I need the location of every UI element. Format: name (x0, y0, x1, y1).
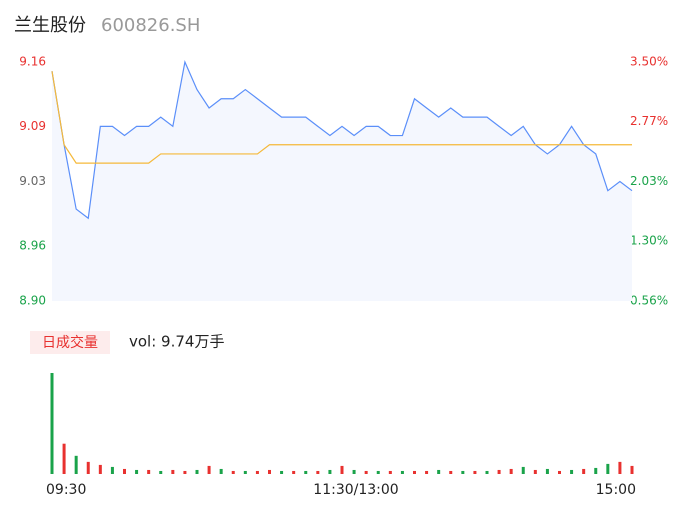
volume-bar (364, 470, 368, 474)
x-tick-label: 11:30/13:00 (313, 482, 398, 498)
volume-bar (123, 468, 126, 474)
volume-bar (50, 373, 54, 474)
y-tick-label: 8.96 (19, 238, 46, 252)
volume-bar (558, 470, 561, 474)
volume-bar (98, 464, 102, 474)
volume-bar (268, 469, 271, 474)
volume-bar (135, 469, 139, 474)
volume-bar (292, 470, 296, 474)
price-area (52, 62, 632, 301)
volume-bar (485, 470, 489, 474)
volume-bar (62, 443, 66, 474)
volume-bar (74, 455, 78, 474)
volume-bar (316, 470, 320, 474)
volume-bar (630, 465, 634, 474)
volume-bar (437, 469, 441, 474)
y-tick-label: 9.09 (19, 119, 46, 133)
volume-bar (400, 470, 404, 474)
volume-bar (473, 470, 477, 474)
volume-label: 日成交量 (42, 334, 98, 351)
y-tick-label: 9.03 (19, 174, 46, 188)
volume-bar (521, 466, 525, 474)
volume-bar (413, 470, 416, 474)
volume-bar (110, 466, 114, 474)
volume-bar (219, 468, 223, 474)
volume-badge (30, 331, 110, 354)
y2-tick-label: 3.50% (630, 55, 668, 69)
volume-bar (340, 465, 344, 474)
volume-bar (376, 470, 380, 474)
volume-bar (618, 461, 622, 474)
volume-bar (388, 470, 392, 474)
volume-bar (425, 470, 429, 474)
volume-bar (147, 469, 151, 474)
volume-bar (497, 469, 501, 474)
y-tick-label: 9.16 (19, 55, 46, 69)
volume-bar (352, 469, 356, 474)
volume-bar (195, 469, 199, 474)
series-line (51, 71, 632, 164)
volume-bar (606, 463, 610, 474)
x-tick-label: 09:30 (46, 482, 86, 498)
volume-bar (449, 470, 453, 474)
y2-tick-label: 2.77% (630, 114, 668, 128)
volume-bar (171, 469, 175, 474)
volume-annotation: vol: 9.74万手 (129, 333, 224, 351)
volume-bar (570, 469, 574, 474)
volume-bar (304, 470, 308, 474)
volume-bar (533, 469, 537, 474)
volume-bar (183, 470, 187, 474)
volume-bar (509, 468, 513, 474)
volume-bar (582, 468, 586, 474)
volume-bar (243, 470, 247, 474)
volume-bar (328, 469, 332, 474)
y-tick-label: 8.90 (19, 294, 46, 308)
volume-bar (255, 470, 259, 474)
y2-tick-label: 0.56% (630, 294, 668, 308)
chart-subtitle: 600826.SH (101, 15, 200, 36)
volume-bar (280, 470, 284, 474)
chart-title: 兰生股份 (14, 15, 86, 36)
volume-bar (86, 461, 90, 474)
volume-bar (461, 470, 465, 474)
y2-tick-label: 2.03% (630, 174, 668, 188)
y2-tick-label: 1.30% (630, 233, 668, 247)
volume-bar (594, 467, 598, 474)
x-tick-label: 15:00 (596, 482, 636, 498)
volume-bar (159, 470, 163, 474)
volume-bar (545, 468, 549, 474)
volume-bar (207, 465, 211, 474)
volume-bar (231, 470, 235, 474)
